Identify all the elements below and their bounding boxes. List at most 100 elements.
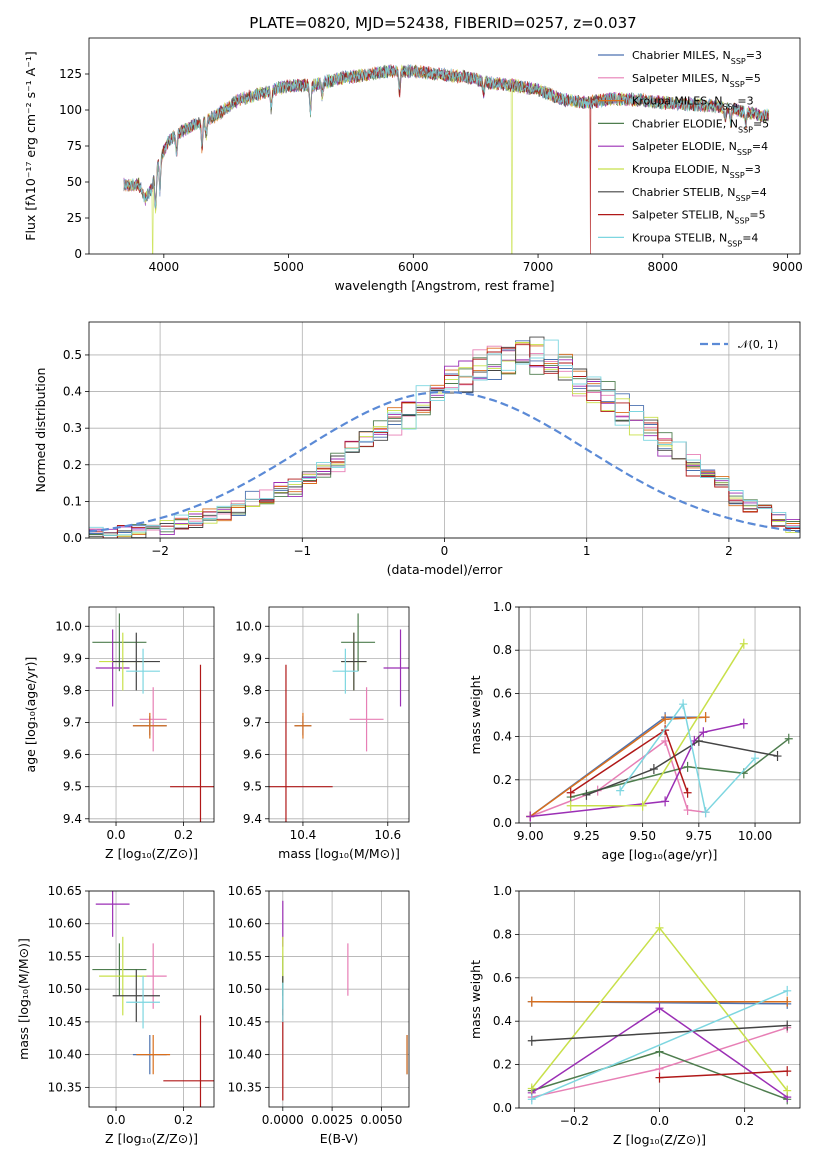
y-tick-label: 0.1 xyxy=(63,494,82,508)
y-tick-label: 0.4 xyxy=(63,385,82,399)
x-tick-label: −1 xyxy=(293,544,311,558)
y-tick-label: 1.0 xyxy=(493,884,512,898)
weight-marker xyxy=(701,712,710,723)
errorbar-point xyxy=(99,936,147,1016)
weight-marker xyxy=(783,985,792,996)
y-tick-label: 9.8 xyxy=(243,683,262,697)
age-vs-mass-panel: 10.4 10.6 9.4 9.5 9.6 9.7 9.8 9.9 10.0 mass [log₁… xyxy=(235,606,410,861)
y-tick-label: 9.6 xyxy=(63,748,82,762)
x-axis-label: Z [log₁₀(Z/Z⊙)] xyxy=(613,1132,706,1147)
plot-frame xyxy=(88,890,215,1108)
weight-marker xyxy=(527,1083,536,1094)
errorbar-point xyxy=(269,664,333,822)
y-tick-label: 10.0 xyxy=(55,619,82,633)
weight-marker xyxy=(649,764,658,774)
y-tick-label: 75 xyxy=(67,139,82,153)
weight-marker xyxy=(655,1072,664,1083)
y-tick-label: 0.0 xyxy=(493,1101,512,1115)
x-tick-label: 0.0 xyxy=(650,1114,669,1128)
plot-area xyxy=(89,336,800,538)
weight-line xyxy=(529,716,706,818)
errorbar-point xyxy=(136,1035,171,1075)
x-tick-label: 0.2 xyxy=(735,1114,754,1128)
x-tick-label: 10.6 xyxy=(374,828,401,842)
weight-marker xyxy=(739,638,748,649)
x-tick-label: 0.0 xyxy=(106,1113,125,1127)
y-axis-label: age [log₁₀(age/yr)] xyxy=(23,657,38,773)
y-tick-label: 9.9 xyxy=(243,651,262,665)
errorbar-point xyxy=(126,648,160,694)
y-tick-label: 9.6 xyxy=(243,748,262,762)
errorbar-point xyxy=(112,969,160,1022)
x-axis-label: Z [log₁₀(Z/Z⊙)] xyxy=(105,1131,198,1146)
legend-label: Salpeter ELODIE, NSSP=4 xyxy=(632,140,768,157)
errorbar-point xyxy=(92,943,147,996)
weight-marker xyxy=(527,996,536,1007)
y-tick-label: 9.7 xyxy=(63,716,82,730)
y-axis-label: mass [log₁₀(M/M⊙)] xyxy=(16,938,31,1060)
y-tick-label: 50 xyxy=(67,175,82,189)
x-tick-label: 10.4 xyxy=(290,828,317,842)
x-tick-label: 2 xyxy=(725,544,733,558)
mass-vs-ebv-panel: 0.0000 0.0025 0.0050 10.35 10.40 10.45 10.50 10… xyxy=(228,884,410,1146)
plot-frame xyxy=(88,37,801,255)
y-axis-label: Normed distribution xyxy=(33,368,48,493)
weight-line xyxy=(586,740,778,796)
x-tick-label: 7000 xyxy=(523,260,554,274)
weight-marker xyxy=(699,727,708,738)
weight-marker xyxy=(773,751,782,762)
legend-label: Kroupa ELODIE, NSSP=3 xyxy=(632,163,761,180)
weight-marker xyxy=(582,789,591,800)
weight-marker xyxy=(783,996,792,1007)
y-tick-label: 9.4 xyxy=(243,812,262,826)
weight-marker xyxy=(655,922,664,933)
spectrum-line xyxy=(123,64,769,205)
plot-area xyxy=(123,64,769,254)
errorbar-point xyxy=(139,687,167,752)
y-tick-label: 10.0 xyxy=(235,619,262,633)
y-tick-label: 10.40 xyxy=(48,1048,82,1062)
x-tick-label: 8000 xyxy=(648,260,679,274)
plot-area xyxy=(92,891,214,1107)
plot-frame xyxy=(518,606,801,824)
y-tick-label: 0.2 xyxy=(493,1058,512,1072)
x-tick-label: 9.75 xyxy=(685,829,712,843)
x-tick-label: 0.0050 xyxy=(360,1113,402,1127)
plot-frame xyxy=(88,606,215,823)
plot-area xyxy=(269,613,409,822)
weight-marker xyxy=(661,796,670,807)
y-tick-label: 9.5 xyxy=(63,780,82,794)
errorbar-point xyxy=(132,712,167,739)
weight-marker xyxy=(679,699,688,710)
y-axis-label: mass weight xyxy=(468,675,483,754)
weight-marker xyxy=(739,718,748,729)
weight-marker xyxy=(655,1063,664,1074)
weight-marker xyxy=(527,1094,536,1105)
weight-marker xyxy=(784,733,793,744)
weight-line xyxy=(529,716,706,818)
y-axis-label: mass weight xyxy=(468,960,483,1039)
y-tick-label: 0.8 xyxy=(493,927,512,941)
weight-marker xyxy=(683,787,692,798)
weight-marker xyxy=(566,800,575,811)
y-tick-label: 9.4 xyxy=(63,812,82,826)
legend-label: Chabrier ELODIE, NSSP=5 xyxy=(632,117,769,133)
weight-line xyxy=(570,738,790,798)
weight-marker xyxy=(783,1085,792,1096)
errorbar-point xyxy=(349,687,384,752)
weight-line xyxy=(619,702,756,814)
y-tick-label: 0.0 xyxy=(493,816,512,830)
residuals-panel: −2 −1 0 1 2 0.0 0.1 0.2 0.3 0.4 0.5 (data-model)/er… xyxy=(33,321,801,577)
mass-vs-z-panel: 0.0 0.2 10.35 10.40 10.45 10.50 10.55 10.60 10.6… xyxy=(16,884,215,1146)
legend-label: Chabrier MILES, NSSP=3 xyxy=(632,49,762,66)
y-tick-label: 0.6 xyxy=(493,971,512,985)
weight-line xyxy=(531,1024,788,1042)
y-tick-label: 10.50 xyxy=(48,982,82,996)
errorbar-point xyxy=(294,712,312,739)
age-vs-z-panel: 0.0 0.2 9.4 9.5 9.6 9.7 9.8 9.9 10.0 Z [log₁₀(Z/Z… xyxy=(23,606,215,861)
y-tick-label: 10.55 xyxy=(48,949,82,963)
x-tick-label: 0.2 xyxy=(174,828,193,842)
spectrum-panel: 4000 5000 6000 7000 8000 9000 0 25 50 75 100 125 wav… xyxy=(23,37,803,293)
y-tick-label: 10.65 xyxy=(48,884,82,898)
